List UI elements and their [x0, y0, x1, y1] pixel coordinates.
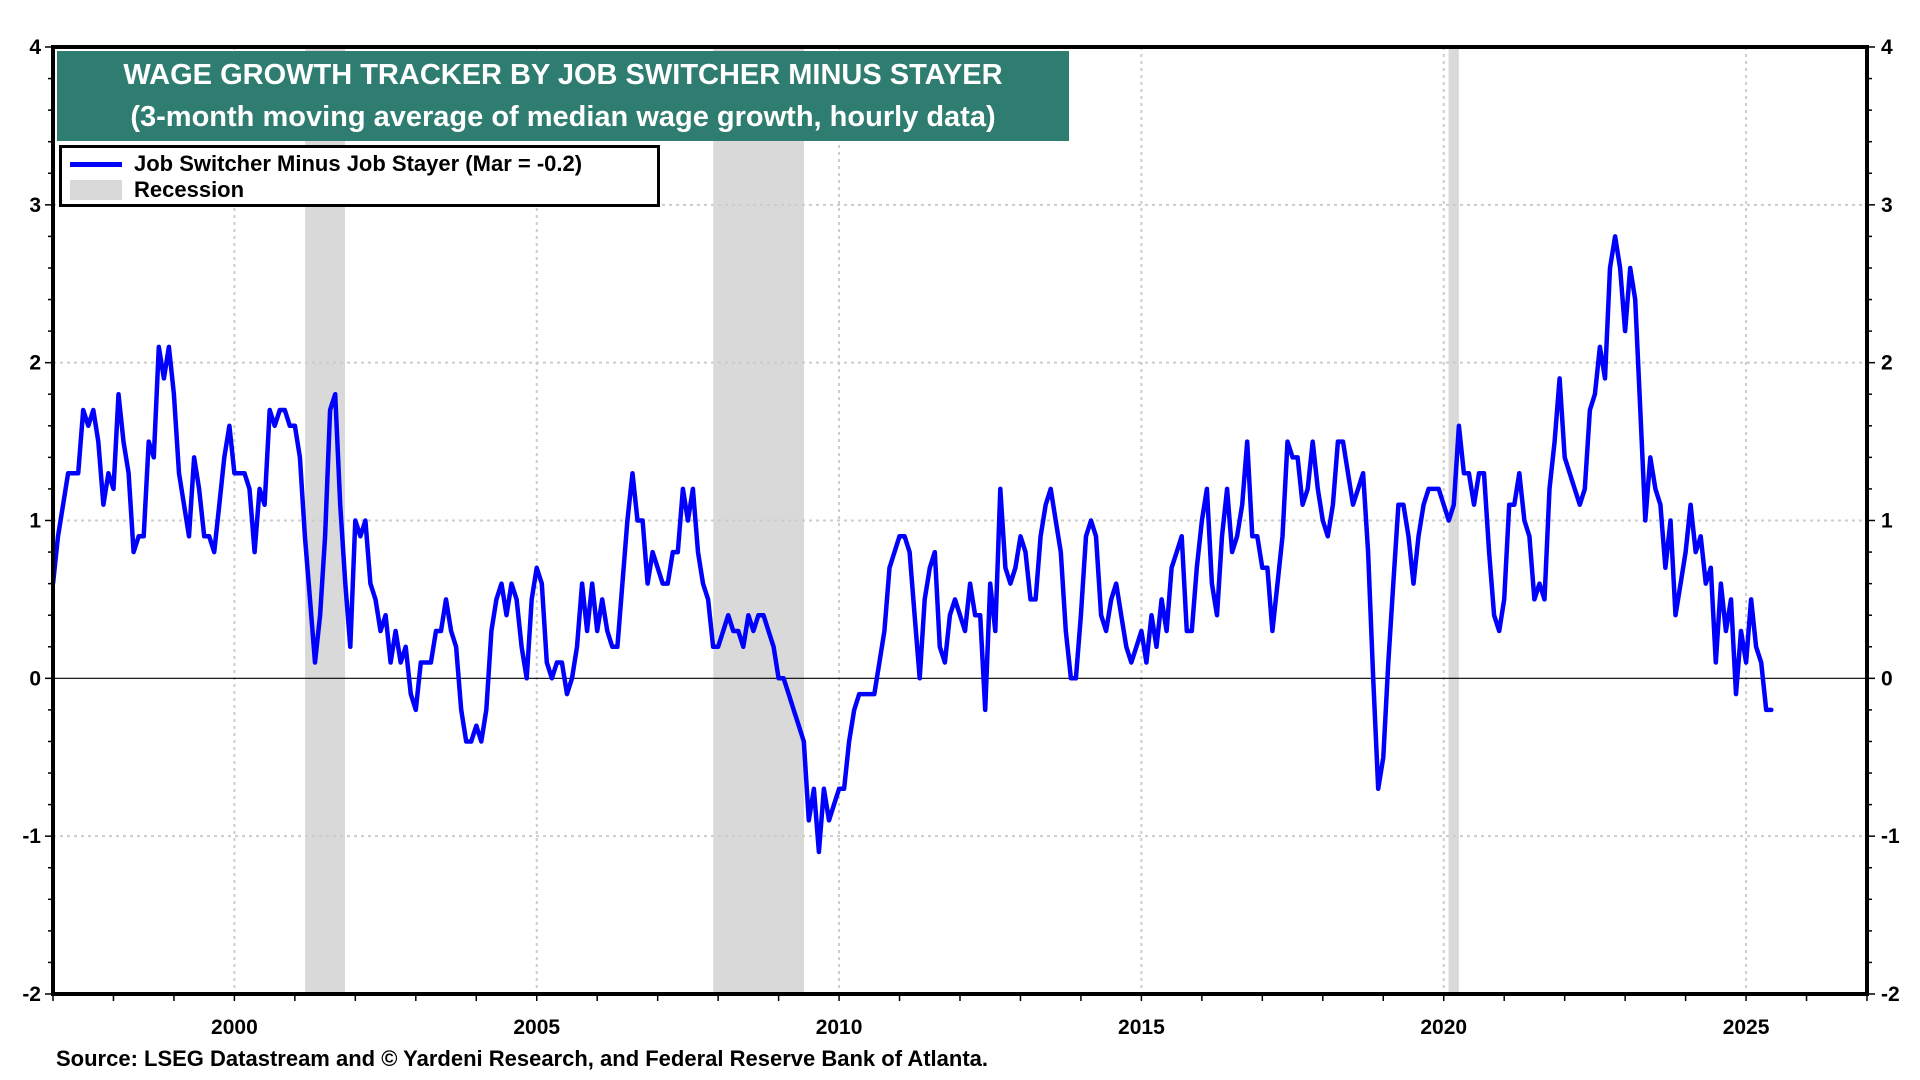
x-tick-label: 2010 [816, 1016, 863, 1039]
legend-band-swatch [70, 180, 122, 200]
source-note: Source: LSEG Datastream and © Yardeni Re… [56, 1046, 988, 1071]
y-axis-left: -2 -1 0 1 2 3 4 [22, 36, 53, 1006]
series-layer [50, 234, 1774, 855]
y-tick-label-right: 0 [1881, 667, 1893, 690]
y-axis-right: -2 -1 0 1 2 3 4 [1867, 36, 1900, 1006]
y-tick-label-right: -2 [1881, 983, 1900, 1006]
chart-title: WAGE GROWTH TRACKER BY JOB SWITCHER MINU… [123, 59, 1003, 91]
y-tick-label-left: 1 [29, 510, 41, 533]
x-tick-label: 2005 [513, 1016, 560, 1039]
legend-label-recession: Recession [134, 177, 245, 202]
x-tick-label: 2015 [1118, 1016, 1165, 1039]
y-tick-label-left: -2 [22, 983, 41, 1006]
y-tick-label-left: 2 [29, 352, 41, 375]
legend-line-swatch [70, 161, 122, 167]
x-tick-label: 2020 [1420, 1016, 1467, 1039]
x-tick-label: 2025 [1723, 1016, 1770, 1039]
legend-label-series: Job Switcher Minus Job Stayer (Mar = -0.… [134, 151, 583, 176]
series-line [50, 234, 1774, 855]
y-tick-label-right: -1 [1881, 825, 1900, 848]
legend: Job Switcher Minus Job Stayer (Mar = -0.… [59, 145, 660, 207]
chart-title-box: WAGE GROWTH TRACKER BY JOB SWITCHER MINU… [57, 51, 1069, 141]
y-tick-label-left: 4 [29, 36, 41, 59]
y-tick-label-right: 4 [1881, 36, 1893, 59]
legend-item-series: Job Switcher Minus Job Stayer (Mar = -0.… [70, 151, 582, 177]
y-tick-label-left: -1 [22, 825, 41, 848]
x-axis: 2000 2005 2010 2015 2020 2025 [52, 994, 1868, 1039]
legend-item-recession: Recession [70, 177, 244, 203]
y-tick-label-right: 1 [1881, 510, 1893, 533]
y-tick-label-right: 2 [1881, 352, 1893, 375]
y-tick-label-right: 3 [1881, 194, 1893, 217]
x-tick-label: 2000 [211, 1016, 258, 1039]
y-tick-label-left: 3 [29, 194, 41, 217]
chart-subtitle: (3-month moving average of median wage g… [130, 101, 996, 133]
y-tick-label-left: 0 [29, 667, 41, 690]
